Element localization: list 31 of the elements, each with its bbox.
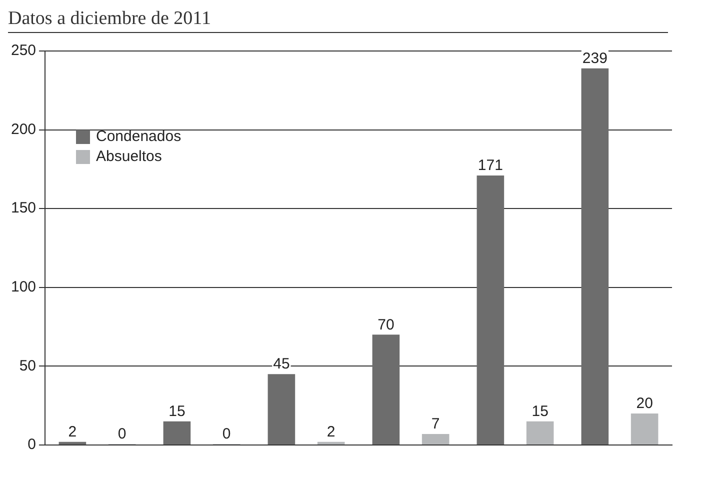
bar [372, 334, 400, 444]
y-tick-label: 50 [19, 357, 36, 374]
data-label: 20 [636, 395, 653, 412]
bar [422, 434, 450, 444]
data-label: 239 [582, 50, 608, 67]
bar [526, 421, 554, 444]
legend-label: Absueltos [96, 148, 162, 165]
data-label: 45 [273, 356, 290, 373]
bar [476, 176, 504, 444]
legend-label: Condenados [96, 128, 182, 145]
bar [163, 421, 191, 444]
bar [317, 442, 345, 444]
bar [268, 374, 296, 444]
data-label: 2 [68, 423, 77, 440]
y-tick-label: 0 [28, 436, 36, 454]
data-label: 7 [431, 416, 440, 433]
data-label: 70 [378, 316, 394, 334]
data-label: 2 [326, 423, 336, 440]
bar [630, 413, 658, 444]
bar [581, 68, 609, 444]
data-label: 15 [532, 403, 548, 420]
data-label: 15 [168, 403, 186, 420]
data-label: 0 [222, 426, 231, 443]
data-label: 171 [478, 157, 503, 174]
y-tick-label: 100 [10, 278, 36, 296]
data-label: 0 [118, 426, 126, 443]
y-tick-label: 150 [10, 200, 36, 217]
bar [58, 442, 86, 444]
y-tick-label: 250 [10, 42, 36, 60]
chart-title: Datos a diciembre de 2011 [8, 8, 668, 33]
y-tick-label: 200 [10, 120, 36, 138]
